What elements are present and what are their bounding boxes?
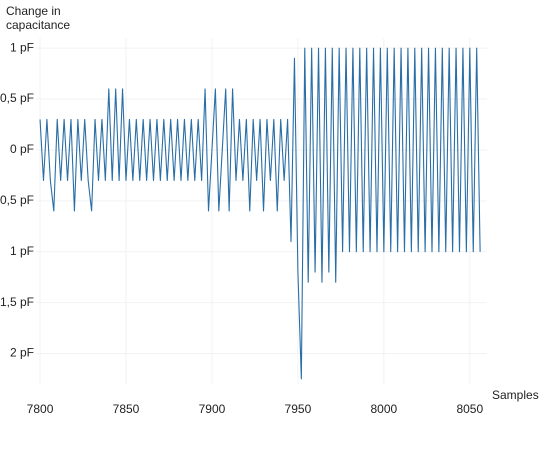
x-axis-label: Samples — [492, 388, 539, 402]
line-series — [39, 47, 481, 380]
x-tick-label: 7800 — [27, 402, 54, 416]
y-tick-label: 1 pF — [10, 244, 34, 258]
x-tick-label: 8050 — [456, 402, 483, 416]
x-tick-label: 8000 — [371, 402, 398, 416]
y-tick-label: 1,5 pF — [0, 295, 34, 309]
y-tick-label: 0 pF — [10, 142, 34, 156]
y-axis-label: Change in capacitance — [6, 4, 71, 32]
y-tick-label: 1 pF — [10, 40, 34, 54]
y-tick-label: 0,5 pF — [0, 91, 34, 105]
x-tick-label: 7900 — [199, 402, 226, 416]
x-tick-label: 7850 — [113, 402, 140, 416]
y-tick-label: 0,5 pF — [0, 193, 34, 207]
x-tick-label: 7950 — [285, 402, 312, 416]
y-tick-label: 2 pF — [10, 346, 34, 360]
